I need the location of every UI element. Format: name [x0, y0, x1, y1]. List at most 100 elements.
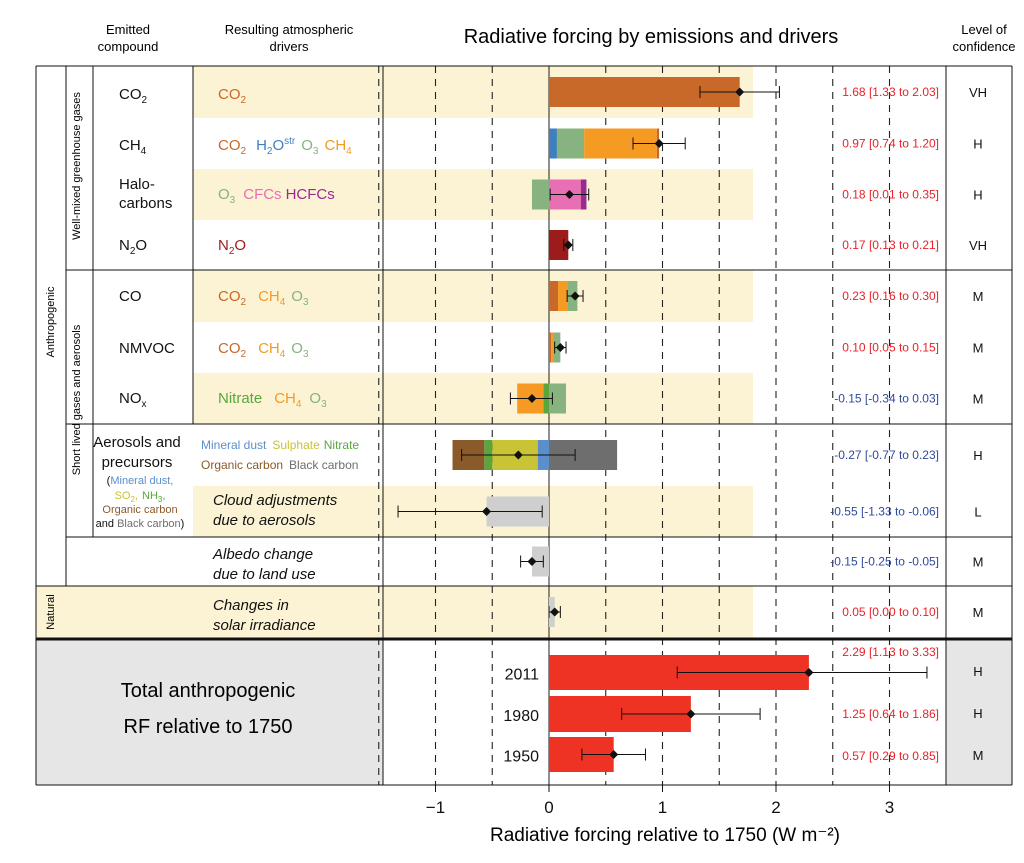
compound-halocarbons-1: Halo-: [119, 176, 155, 193]
bar-co-1: [558, 281, 568, 311]
driver-row-halocarbons: O3 CFCs HCFCs: [218, 186, 335, 206]
confidence-ch4: H: [973, 137, 982, 152]
confidence-co: M: [973, 289, 984, 304]
header-emitted-line1: Emitted: [106, 22, 150, 37]
value-label-total-1950: 0.57 [0.29 to 0.85]: [842, 749, 939, 763]
compound-nox: NOx: [119, 390, 147, 410]
driver-row-aerosol-2: Organic carbon Black carbon: [201, 458, 358, 472]
bar-group-solar: [548, 597, 561, 627]
confidence-solar: M: [973, 605, 984, 620]
label-natural: Natural: [45, 594, 57, 629]
error-solar-marker: [550, 607, 560, 617]
bar-group-albedo: [520, 546, 549, 577]
row-band-natural-left: [36, 586, 193, 638]
total-group-1980: 1980: [503, 696, 761, 732]
row-band-halocarbons: [193, 169, 753, 220]
total-year-1950: 1950: [503, 749, 539, 766]
compound-co: CO: [119, 288, 142, 305]
compound-co2: CO2: [119, 86, 148, 106]
x-axis: −1 0 1 2 3: [426, 785, 894, 817]
confidence-albedo: M: [973, 555, 984, 570]
compound-ch4: CH4: [119, 137, 147, 157]
frame-lines: [35, 65, 1013, 786]
label-wmghg: Well-mixed greenhouse gases: [71, 92, 83, 240]
bar-group-n2o: [549, 230, 574, 260]
confidence-total-1980: H: [973, 706, 982, 721]
driver-row-aerosol-1: Mineral dust Sulphate Nitrate: [201, 438, 359, 452]
side-labels: Anthropogenic Natural Well-mixed greenho…: [45, 92, 83, 630]
total-error-1980-marker: [686, 709, 696, 719]
header-confidence-line1: Level of: [961, 22, 1007, 37]
confidence-labels: VH H H VH M M M H L M M H H M: [969, 85, 987, 763]
tick-label-1: 1: [658, 798, 667, 817]
bar-group-halocarbons: [531, 179, 590, 210]
bar-group-co2: [549, 77, 780, 107]
bar-co-0: [549, 281, 559, 311]
value-label-total-1980: 1.25 [0.64 to 1.86]: [842, 707, 939, 721]
compound-solar-2: solar irradiance: [213, 617, 316, 634]
total-group-1950: 1950: [503, 737, 646, 772]
compound-cloud-1: Cloud adjustments: [213, 492, 338, 509]
total-year-1980: 1980: [503, 708, 539, 725]
compound-aerosols-1: Aerosols and: [93, 434, 181, 451]
row-band-nox: [193, 373, 753, 424]
chart-title: Radiative forcing by emissions and drive…: [464, 26, 839, 48]
compound-cloud-2: due to aerosols: [213, 512, 316, 529]
bar-group-nox: [509, 383, 567, 414]
error-co2-marker: [735, 87, 745, 97]
value-label-halocarbons: 0.18 [0.01 to 0.35]: [842, 188, 939, 202]
tick-label-3: 3: [885, 798, 894, 817]
value-label-co: 0.23 [0.16 to 0.30]: [842, 289, 939, 303]
bar-halocarbons-0: [531, 179, 549, 210]
error-nmvoc-marker: [555, 343, 565, 352]
aerosol-detail-oc: Organic carbon: [102, 504, 177, 516]
bar-group-nmvoc: [549, 332, 567, 363]
value-label-n2o: 0.17 [0.13 to 0.21]: [842, 238, 939, 252]
compound-n2o: N2O: [119, 237, 147, 257]
chart-marks: 2011 1980 1950: [397, 77, 928, 772]
aerosol-detail-bc: and Black carbon): [96, 518, 185, 530]
total-year-2011: 2011: [505, 667, 540, 684]
aerosol-detail-so2-nh3: SO2, NH3,: [115, 490, 166, 504]
driver-labels: CO2 CO2 H2Ostr O3 CH4 O3 CFCs HCFCs N2O CO2 CH…: [201, 86, 359, 472]
header-drivers-line2: drivers: [269, 39, 309, 54]
error-aerosols-marker: [513, 450, 523, 460]
aerosol-detail-dust: (Mineral dust,: [107, 475, 174, 487]
confidence-nox: M: [973, 392, 984, 407]
error-ch4-marker: [654, 139, 664, 148]
confidence-co2: VH: [969, 85, 987, 100]
compound-solar-1: Changes in: [213, 597, 289, 614]
bar-ch4-1: [556, 128, 585, 159]
value-label-nmvoc: 0.10 [0.05 to 0.15]: [842, 341, 939, 355]
confidence-cloud: L: [974, 505, 981, 520]
confidence-aerosols: H: [973, 448, 982, 463]
label-anthropogenic: Anthropogenic: [45, 286, 57, 357]
confidence-total-2011: H: [973, 664, 982, 679]
totals-label-line2: RF relative to 1750: [124, 716, 293, 738]
bar-group-aerosols: [452, 440, 618, 470]
error-halocarbons-marker: [564, 190, 574, 199]
totals-label-line1: Total anthropogenic: [121, 680, 296, 702]
error-co-marker: [570, 291, 580, 301]
bar-group-co: [549, 281, 584, 311]
header-drivers-line1: Resulting atmospheric: [225, 22, 354, 37]
error-nox-marker: [527, 394, 537, 403]
value-label-total-2011: 2.29 [1.13 to 3.33]: [842, 645, 939, 659]
confidence-nmvoc: M: [973, 341, 984, 356]
total-error-2011-marker: [804, 668, 814, 677]
bar-nmvoc-0: [549, 332, 552, 363]
bar-group-ch4: [549, 128, 686, 159]
bar-n2o-0: [549, 230, 569, 260]
compound-albedo-1: Albedo change: [212, 546, 313, 563]
total-group-2011: 2011: [505, 655, 928, 690]
label-short-lived: Short lived gases and aerosols: [71, 324, 83, 475]
bar-ch4-0: [549, 128, 557, 159]
value-label-aerosols: -0.27 [-0.77 to 0.23]: [834, 448, 939, 462]
bar-nox-2: [549, 383, 567, 414]
column-headers: Emitted compound Resulting atmospheric d…: [98, 22, 1016, 54]
driver-row-co: CO2 CH4 O3: [218, 288, 309, 308]
error-cloud-marker: [482, 507, 492, 516]
compound-labels: CO2 CH4 Halo- carbons N2O CO NMVOC NOx A…: [93, 86, 338, 634]
x-axis-label: Radiative forcing relative to 1750 (W m⁻…: [490, 825, 840, 846]
